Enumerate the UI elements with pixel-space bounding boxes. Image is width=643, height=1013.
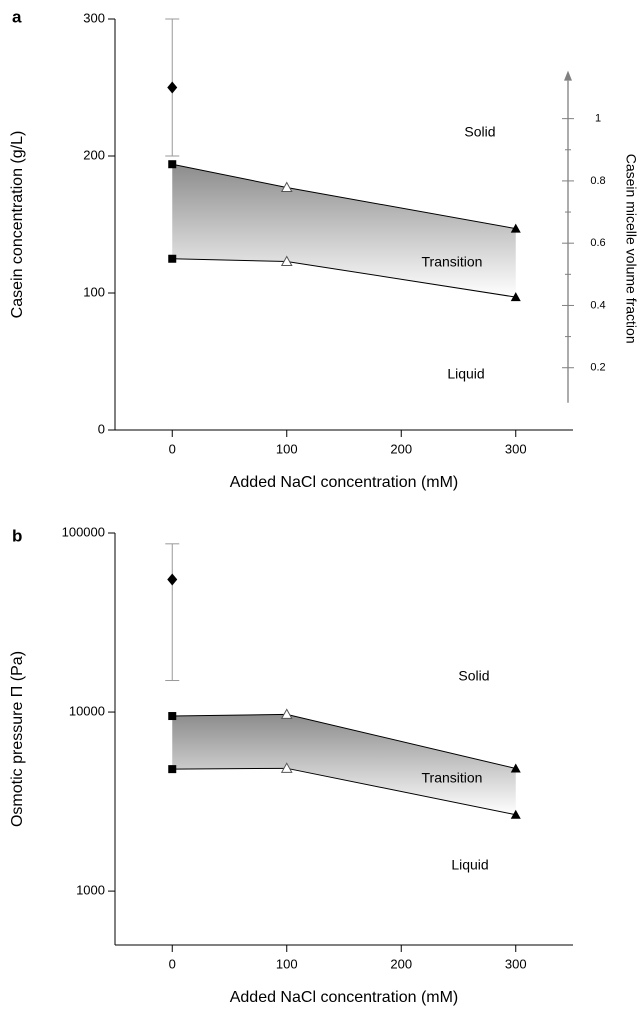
region-label: Liquid	[447, 366, 484, 382]
marker-diamond	[167, 81, 178, 94]
region-label: Solid	[464, 124, 495, 140]
x-tick-label: 100	[276, 956, 298, 971]
marker-diamond	[167, 573, 178, 586]
marker-triangle	[510, 292, 521, 302]
marker-triangle	[510, 809, 521, 819]
marker-square	[168, 765, 177, 774]
x-tick-label: 0	[169, 956, 176, 971]
y2-tick-label: 1	[595, 113, 601, 125]
x-tick-label: 200	[390, 441, 412, 456]
y-tick-label: 1000	[76, 883, 105, 898]
x-tick-label: 0	[169, 441, 176, 456]
y2-tick-label: 0.4	[590, 299, 605, 311]
y2-axis-label: Casein micelle volume fraction	[623, 154, 639, 344]
y-tick-label: 200	[83, 147, 105, 162]
region-label: Solid	[458, 668, 489, 684]
y-axis-label: Osmotic pressure Π (Pa)	[9, 651, 26, 827]
y-axis-label: Casein concentration (g/L)	[9, 131, 26, 319]
y-tick-label: 0	[98, 421, 105, 436]
marker-square	[168, 712, 177, 721]
panel-label: b	[12, 526, 22, 545]
marker-triangle	[510, 223, 521, 233]
x-axis-label: Added NaCl concentration (mM)	[230, 989, 459, 1006]
y2-axis-arrow	[564, 70, 572, 81]
marker-triangle	[510, 763, 521, 773]
region-label: Transition	[422, 254, 483, 270]
y-tick-label: 300	[83, 10, 105, 25]
region-label: Transition	[422, 770, 483, 786]
transition-band	[172, 714, 516, 815]
y-tick-label: 10000	[69, 703, 105, 718]
panel-label: a	[12, 7, 22, 26]
x-tick-label: 100	[276, 441, 298, 456]
marker-triangle-open	[280, 255, 293, 266]
marker-triangle-open	[280, 708, 293, 719]
transition-band	[172, 164, 516, 298]
marker-square	[168, 254, 177, 263]
y-tick-label: 100	[83, 284, 105, 299]
y-tick-label: 100000	[62, 524, 105, 539]
x-axis-label: Added NaCl concentration (mM)	[230, 474, 459, 491]
error-bar	[165, 543, 180, 682]
marker-square	[168, 160, 177, 169]
marker-triangle-open	[280, 181, 293, 193]
y2-tick-label: 0.8	[590, 175, 605, 187]
y2-tick-label: 0.2	[590, 362, 605, 374]
region-label: Liquid	[451, 857, 488, 873]
x-tick-label: 200	[390, 956, 412, 971]
marker-triangle-open	[280, 762, 293, 773]
x-tick-label: 300	[505, 441, 527, 456]
x-tick-label: 300	[505, 956, 527, 971]
y2-tick-label: 0.6	[590, 237, 605, 249]
